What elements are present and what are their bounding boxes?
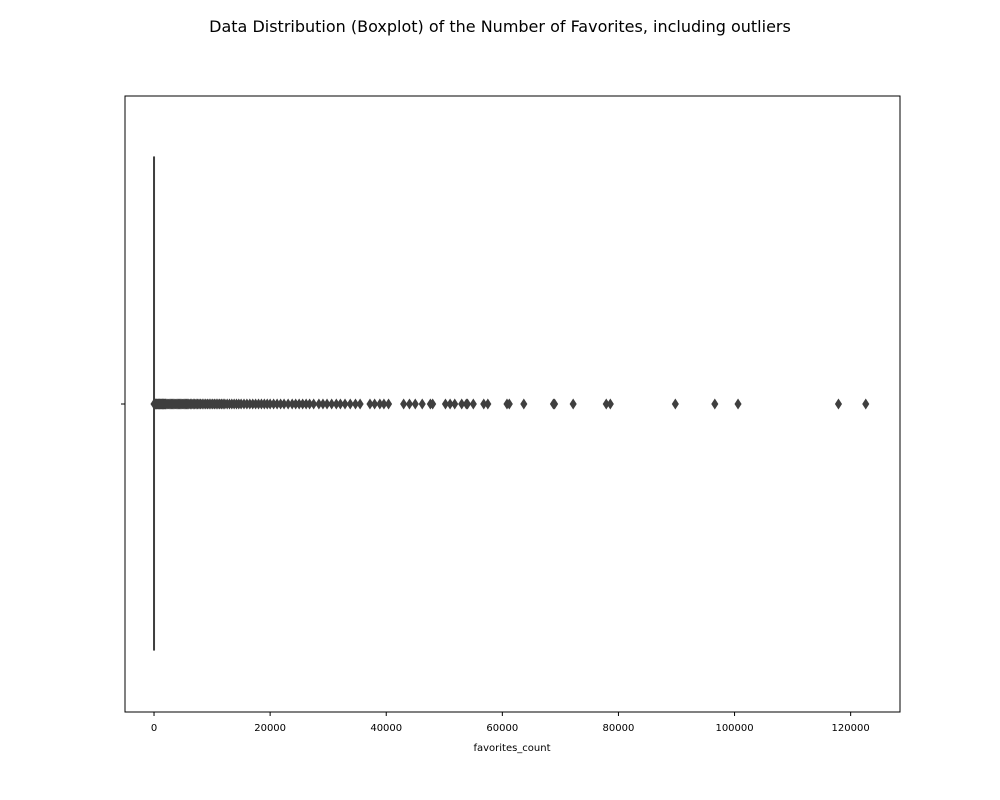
outlier-point	[323, 398, 331, 410]
outlier-point	[834, 398, 843, 410]
outlier-point	[346, 398, 354, 410]
outlier-point	[371, 398, 379, 410]
x-tick-label: 120000	[832, 723, 870, 734]
outlier-point	[734, 398, 742, 410]
outlier-points	[150, 398, 870, 410]
x-tick-label: 20000	[254, 723, 286, 734]
chart-title: Data Distribution (Boxplot) of the Numbe…	[209, 17, 791, 36]
outlier-point	[405, 398, 414, 410]
x-tick-label: 0	[151, 723, 157, 734]
outlier-point	[328, 398, 336, 410]
outlier-point	[385, 398, 393, 410]
outlier-point	[341, 398, 349, 410]
outlier-point	[551, 398, 559, 410]
outlier-point	[469, 398, 477, 410]
outlier-point	[351, 398, 360, 410]
outlier-point	[671, 398, 679, 410]
outlier-point	[520, 398, 528, 410]
x-axis-ticks: 0 20000 40000 60000 80000 100000 120000	[151, 712, 870, 734]
outlier-point	[484, 398, 492, 410]
outlier-point	[458, 398, 466, 410]
x-tick-label: 40000	[370, 723, 402, 734]
outlier-point	[400, 398, 408, 410]
outlier-point	[336, 398, 344, 410]
outlier-point	[606, 398, 614, 410]
x-tick-label: 80000	[603, 723, 635, 734]
outlier-point	[446, 398, 454, 410]
outlier-point	[380, 398, 388, 410]
outlier-point	[505, 398, 513, 410]
outlier-point	[441, 398, 450, 410]
outlier-point	[862, 398, 870, 410]
outlier-point	[418, 398, 426, 410]
outlier-point	[366, 398, 374, 410]
x-axis-label: favorites_count	[473, 743, 550, 754]
x-tick-label: 60000	[486, 723, 518, 734]
outlier-point	[463, 398, 472, 410]
x-tick-label: 100000	[715, 723, 753, 734]
outlier-point	[356, 398, 364, 410]
outlier-point	[569, 398, 577, 410]
outlier-point	[451, 398, 459, 410]
outlier-point	[310, 398, 318, 410]
outlier-point	[711, 398, 719, 410]
outlier-point	[429, 398, 437, 410]
outlier-point	[411, 398, 419, 410]
